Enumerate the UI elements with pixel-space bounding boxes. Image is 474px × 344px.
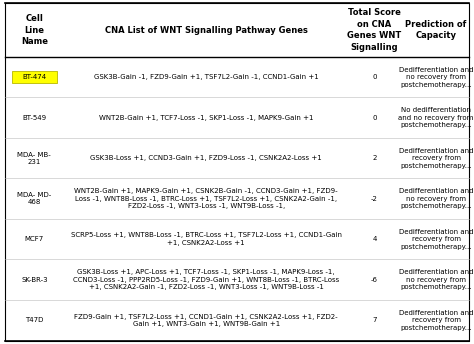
Text: 0: 0: [372, 115, 377, 121]
Text: T47D: T47D: [25, 317, 44, 323]
Text: SK-BR-3: SK-BR-3: [21, 277, 48, 283]
Text: Dedifferentiation and
recovery from
postchemotherapy...: Dedifferentiation and recovery from post…: [399, 148, 474, 169]
Text: MDA- MD-
468: MDA- MD- 468: [17, 192, 52, 205]
Text: Dedifferentiation and
no recovery from
postchemotherapy...: Dedifferentiation and no recovery from p…: [399, 66, 474, 87]
Text: -6: -6: [371, 277, 378, 283]
Text: WNT2B-Gain +1, MAPK9-Gain +1, CSNK2B-Gain -1, CCND3-Gain +1, FZD9-
Loss -1, WNT8: WNT2B-Gain +1, MAPK9-Gain +1, CSNK2B-Gai…: [74, 188, 338, 209]
Text: 0: 0: [372, 74, 377, 80]
Text: Dedifferentiation and
recovery from
postchemotherapy...: Dedifferentiation and recovery from post…: [399, 310, 474, 331]
Text: 2: 2: [372, 155, 377, 161]
Text: BT-549: BT-549: [22, 115, 46, 121]
Text: Prediction of
Capacity: Prediction of Capacity: [405, 20, 467, 41]
Text: Dedifferentiation and
no recovery from
postchemotherapy...: Dedifferentiation and no recovery from p…: [399, 269, 474, 290]
Text: No dedifferentiation
and no recovery from
postchemotherapy...: No dedifferentiation and no recovery fro…: [398, 107, 474, 128]
Text: SCRP5-Loss +1, WNT8B-Loss -1, BTRC-Loss +1, TSF7L2-Loss +1, CCND1-Gain
+1, CSNK2: SCRP5-Loss +1, WNT8B-Loss -1, BTRC-Loss …: [71, 233, 342, 246]
Text: GSK3B-Gain -1, FZD9-Gain +1, TSF7L2-Gain -1, CCND1-Gain +1: GSK3B-Gain -1, FZD9-Gain +1, TSF7L2-Gain…: [94, 74, 319, 80]
Text: WNT2B-Gain +1, TCF7-Loss -1, SKP1-Loss -1, MAPK9-Gain +1: WNT2B-Gain +1, TCF7-Loss -1, SKP1-Loss -…: [99, 115, 313, 121]
Text: BT-474: BT-474: [22, 74, 46, 80]
Text: FZD9-Gain +1, TSF7L2-Loss +1, CCND1-Gain +1, CSNK2A2-Loss +1, FZD2-
Gain +1, WNT: FZD9-Gain +1, TSF7L2-Loss +1, CCND1-Gain…: [74, 313, 338, 327]
Text: Cell
Line
Name: Cell Line Name: [21, 14, 48, 46]
Text: GSK3B-Loss +1, APC-Loss +1, TCF7-Loss -1, SKP1-Loss -1, MAPK9-Loss -1,
CCND3-Los: GSK3B-Loss +1, APC-Loss +1, TCF7-Loss -1…: [73, 269, 339, 290]
Text: Total Score
on CNA
Genes WNT
Signalling: Total Score on CNA Genes WNT Signalling: [347, 8, 401, 52]
Text: MCF7: MCF7: [25, 236, 44, 242]
Text: Dedifferentiation and
no recovery from
postchemotherapy...: Dedifferentiation and no recovery from p…: [399, 188, 474, 209]
Text: MDA- MB-
231: MDA- MB- 231: [18, 152, 51, 165]
Text: Dedifferentiation and
recovery from
postchemotherapy...: Dedifferentiation and recovery from post…: [399, 229, 474, 250]
FancyBboxPatch shape: [12, 71, 57, 83]
Text: 4: 4: [372, 236, 377, 242]
Text: CNA List of WNT Signalling Pathway Genes: CNA List of WNT Signalling Pathway Genes: [105, 25, 308, 35]
Text: -2: -2: [371, 196, 378, 202]
Text: 7: 7: [372, 317, 377, 323]
Text: GSK3B-Loss +1, CCND3-Gain +1, FZD9-Loss -1, CSNK2A2-Loss +1: GSK3B-Loss +1, CCND3-Gain +1, FZD9-Loss …: [91, 155, 322, 161]
